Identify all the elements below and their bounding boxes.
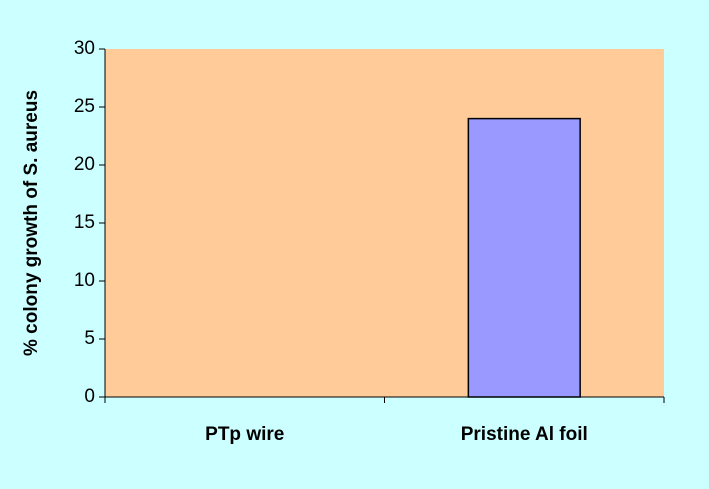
- y-tick-label: 5: [84, 328, 95, 349]
- x-tick-label: PTp wire: [205, 424, 284, 445]
- y-tick-label: 30: [74, 38, 95, 59]
- y-axis-label: % colony growth of S. aureus: [21, 90, 42, 356]
- bar: [467, 117, 581, 398]
- y-tick-label: 25: [74, 96, 95, 117]
- x-tick-label: Pristine Al foil: [461, 424, 588, 445]
- y-tick-label: 0: [84, 386, 95, 407]
- y-tick-label: 15: [74, 212, 95, 233]
- y-tick-label: 10: [74, 270, 95, 291]
- y-tick-label: 20: [74, 154, 95, 175]
